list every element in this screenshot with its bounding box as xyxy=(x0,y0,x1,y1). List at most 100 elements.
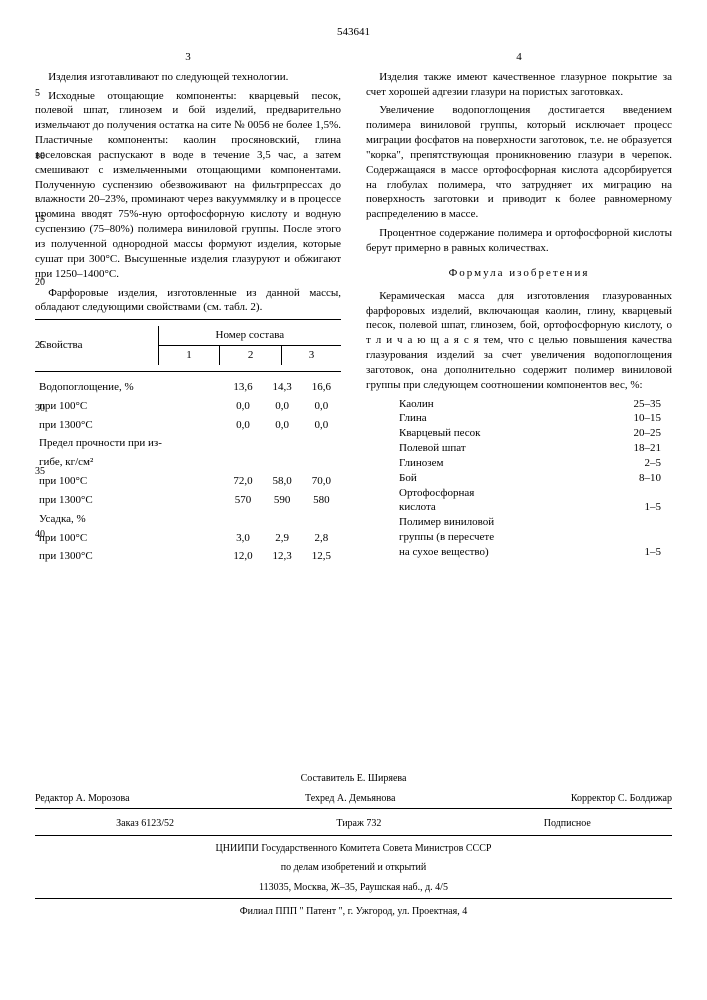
side-num: 15 xyxy=(35,213,45,227)
footer-editor: Редактор А. Морозова xyxy=(35,792,130,806)
table-cell: 580 xyxy=(302,491,341,510)
paragraph: Фарфоровые изделия, изготовленные из дан… xyxy=(35,286,341,316)
table-row: при 1300°С0,00,00,0 xyxy=(35,416,341,435)
comp-value: 1–5 xyxy=(645,545,662,560)
composition-row: кислота1–5 xyxy=(366,500,672,515)
table-cell xyxy=(263,453,302,472)
composition-row: Кварцевый песок20–25 xyxy=(366,426,672,441)
table-cell: при 1300°С xyxy=(35,416,223,435)
table-cell: при 1300°С xyxy=(35,547,223,566)
table-row: Усадка, % xyxy=(35,510,341,529)
side-num: 5 xyxy=(35,87,40,101)
col-num-right: 4 xyxy=(366,50,672,65)
side-num: 20 xyxy=(35,276,45,290)
table-cell: 12,0 xyxy=(223,547,262,566)
table-header-cell: 2 xyxy=(220,346,282,365)
table-header: Номер состава xyxy=(158,326,341,345)
comp-value: 8–10 xyxy=(639,471,661,486)
side-num: 25 xyxy=(35,339,45,353)
table-row: при 1300°С12,012,312,5 xyxy=(35,547,341,566)
table-cell: 0,0 xyxy=(223,397,262,416)
table-row: Водопоглощение, %13,614,316,6 xyxy=(35,378,341,397)
table-cell: 70,0 xyxy=(302,472,341,491)
comp-name: на сухое вещество) xyxy=(399,545,489,560)
comp-name: Глина xyxy=(399,411,427,426)
side-num: 40 xyxy=(35,528,45,542)
footer-signed: Подписное xyxy=(544,817,591,831)
table-cell: 570 xyxy=(223,491,262,510)
footer: Составитель Е. Ширяева Редактор А. Мороз… xyxy=(35,772,672,919)
table-cell xyxy=(263,510,302,529)
comp-value: 25–35 xyxy=(634,397,662,412)
table-cell xyxy=(223,434,262,453)
claim-text: Керамическая масса для изготовления глаз… xyxy=(366,289,672,393)
table-row: при 100°С0,00,00,0 xyxy=(35,397,341,416)
comp-value: 1–5 xyxy=(645,500,662,515)
table-cell: Усадка, % xyxy=(35,510,223,529)
table-cell: 72,0 xyxy=(223,472,262,491)
table-row: при 100°С3,02,92,8 xyxy=(35,529,341,548)
table-cell: при 1300°С xyxy=(35,491,223,510)
table-cell: 0,0 xyxy=(223,416,262,435)
properties-table: Свойства Номер состава 1 2 3 xyxy=(35,326,341,365)
table-cell: при 100°С xyxy=(35,397,223,416)
comp-name: Бой xyxy=(399,471,417,486)
two-column-layout: 3 Изделия изготавливают по следующей тех… xyxy=(35,50,672,572)
table-row: при 100°С72,058,070,0 xyxy=(35,472,341,491)
composition-row: Глина 10–15 xyxy=(366,411,672,426)
table-cell: 12,5 xyxy=(302,547,341,566)
composition-row: Полевой шпат18–21 xyxy=(366,441,672,456)
composition-row: группы (в пересчете xyxy=(366,530,672,545)
table-cell: 2,8 xyxy=(302,529,341,548)
table-cell: при 100°С xyxy=(35,529,223,548)
table-cell: 58,0 xyxy=(263,472,302,491)
table-cell: Водопоглощение, % xyxy=(35,378,223,397)
comp-name: группы (в пересчете xyxy=(399,530,494,545)
table-cell: 0,0 xyxy=(263,416,302,435)
formula-title: Формула изобретения xyxy=(366,266,672,281)
footer-corrector: Корректор С. Болдижар xyxy=(571,792,672,806)
table-cell: 12,3 xyxy=(263,547,302,566)
footer-circulation: Тираж 732 xyxy=(336,817,381,831)
comp-value: 18–21 xyxy=(634,441,662,456)
footer-composer: Составитель Е. Ширяева xyxy=(35,772,672,786)
composition-row: Глинозем2–5 xyxy=(366,456,672,471)
composition-row: Ортофосфорная xyxy=(366,486,672,501)
left-column: 3 Изделия изготавливают по следующей тех… xyxy=(35,50,341,572)
table-header-cell: 3 xyxy=(281,346,341,365)
comp-name: Полимер виниловой xyxy=(399,515,494,530)
footer-filial: Филиал ППП " Патент ", г. Ужгород, ул. П… xyxy=(35,905,672,919)
comp-name: Глинозем xyxy=(399,456,443,471)
table-cell xyxy=(223,510,262,529)
footer-org: ЦНИИПИ Государственного Комитета Совета … xyxy=(35,842,672,856)
comp-name: Ортофосфорная xyxy=(399,486,474,501)
table-cell: 13,6 xyxy=(223,378,262,397)
table-cell: 0,0 xyxy=(302,416,341,435)
table-header: Свойства xyxy=(35,326,158,365)
comp-name: Каолин xyxy=(399,397,434,412)
paragraph: Изделия также имеют качественное глазурн… xyxy=(366,70,672,100)
comp-name: Кварцевый песок xyxy=(399,426,481,441)
table-cell xyxy=(302,434,341,453)
properties-data: Водопоглощение, %13,614,316,6при 100°С0,… xyxy=(35,378,341,566)
composition-row: на сухое вещество) 1–5 xyxy=(366,545,672,560)
footer-org2: по делам изобретений и открытий xyxy=(35,861,672,875)
table-cell: 0,0 xyxy=(302,397,341,416)
table-cell xyxy=(263,434,302,453)
table-cell: гибе, кг/см² xyxy=(35,453,223,472)
footer-tech: Техред А. Демьянова xyxy=(305,792,395,806)
table-cell: 14,3 xyxy=(263,378,302,397)
composition-row: Полимер виниловой xyxy=(366,515,672,530)
side-num: 10 xyxy=(35,150,45,164)
table-row: при 1300°С570590580 xyxy=(35,491,341,510)
table-row: Предел прочности при из- xyxy=(35,434,341,453)
table-cell: при 100°С xyxy=(35,472,223,491)
table-cell xyxy=(302,453,341,472)
table-cell: Предел прочности при из- xyxy=(35,434,223,453)
col-num-left: 3 xyxy=(35,50,341,65)
comp-value: 10–15 xyxy=(634,411,662,426)
side-num: 35 xyxy=(35,465,45,479)
paragraph: Увеличение водопоглощения достигается вв… xyxy=(366,103,672,222)
composition-row: Каолин 25–35 xyxy=(366,397,672,412)
composition-row: Бой 8–10 xyxy=(366,471,672,486)
